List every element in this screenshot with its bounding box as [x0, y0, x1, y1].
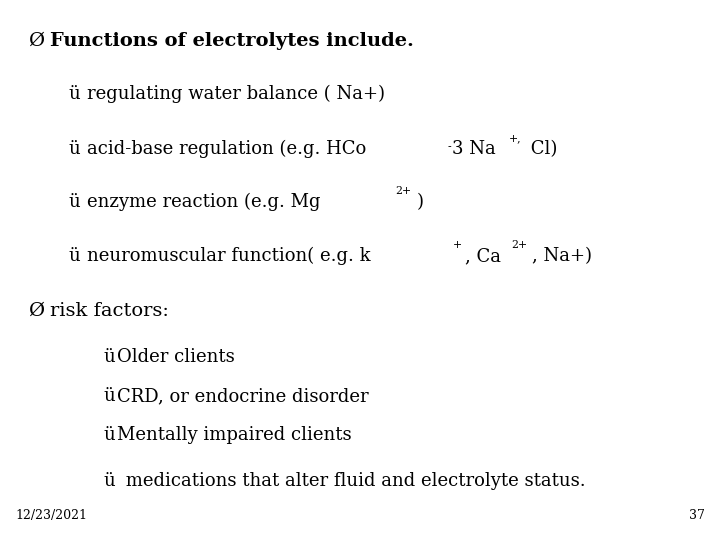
- Text: +: +: [453, 240, 462, 250]
- Text: Functions of electrolytes include.: Functions of electrolytes include.: [50, 32, 414, 50]
- Text: ü: ü: [68, 193, 80, 211]
- Text: , Na+): , Na+): [532, 247, 592, 265]
- Text: ü: ü: [103, 387, 114, 405]
- Text: ü: ü: [68, 247, 80, 265]
- Text: acid-base regulation (e.g. HCo: acid-base regulation (e.g. HCo: [87, 140, 366, 158]
- Text: regulating water balance ( Na+): regulating water balance ( Na+): [87, 85, 385, 103]
- Text: 2+: 2+: [396, 186, 412, 196]
- Text: medications that alter fluid and electrolyte status.: medications that alter fluid and electro…: [120, 472, 585, 490]
- Text: Ø: Ø: [28, 32, 44, 50]
- Text: risk factors:: risk factors:: [50, 302, 169, 320]
- Text: +,: +,: [508, 133, 521, 143]
- Text: Cl): Cl): [525, 140, 557, 158]
- Text: CRD, or endocrine disorder: CRD, or endocrine disorder: [117, 387, 369, 405]
- Text: Mentally impaired clients: Mentally impaired clients: [117, 426, 351, 444]
- Text: 12/23/2021: 12/23/2021: [15, 509, 87, 522]
- Text: ü: ü: [103, 472, 114, 490]
- Text: ): ): [416, 193, 423, 211]
- Text: ü: ü: [68, 85, 80, 103]
- Text: , Ca: , Ca: [464, 247, 500, 265]
- Text: neuromuscular function( e.g. k: neuromuscular function( e.g. k: [87, 247, 371, 265]
- Text: -: -: [447, 142, 451, 152]
- Text: ü: ü: [68, 140, 80, 158]
- Text: enzyme reaction (e.g. Mg: enzyme reaction (e.g. Mg: [87, 193, 326, 211]
- Text: ü: ü: [103, 348, 114, 366]
- Text: 2+: 2+: [511, 240, 527, 250]
- Text: 3 Na: 3 Na: [452, 140, 496, 158]
- Text: Older clients: Older clients: [117, 348, 235, 366]
- Text: ü: ü: [103, 426, 114, 444]
- Text: Ø: Ø: [28, 302, 44, 320]
- Text: 37: 37: [689, 509, 705, 522]
